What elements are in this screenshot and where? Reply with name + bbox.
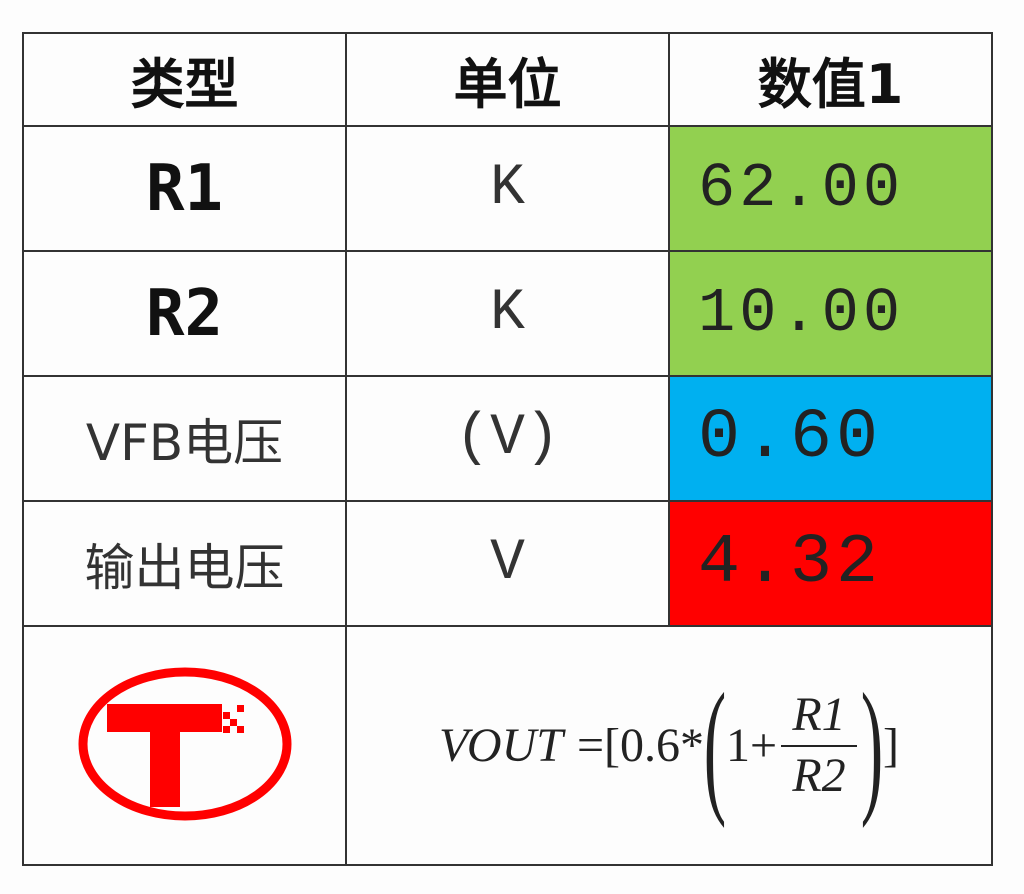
resistor-calculator-table: 类型 单位 数值1 R1 K 62.00 R2 K 10.00 VFB电压 (V… [22, 32, 993, 866]
fraction: R1 R2 [781, 688, 858, 802]
unit-cell: (V) [345, 375, 670, 502]
header-value: 数值1 [668, 32, 993, 127]
header-unit: 单位 [345, 32, 670, 127]
table-row: R2 K 10.00 [22, 250, 993, 377]
vout-formula: VOUT =[0.6* ( 1+ R1 R2 ) ] [439, 671, 899, 821]
footer-row: VOUT =[0.6* ( 1+ R1 R2 ) ] [22, 625, 993, 866]
table-row: VFB电压 (V) 0.60 [22, 375, 993, 502]
right-paren: ) [860, 662, 884, 829]
header-type: 类型 [22, 32, 347, 127]
type-cell: VFB电压 [22, 375, 347, 502]
value-cell[interactable]: 0.60 [668, 375, 993, 502]
table-row: R1 K 62.00 [22, 125, 993, 252]
unit-cell: V [345, 500, 670, 627]
formula-one-plus: 1+ [725, 719, 778, 772]
fraction-bar [781, 744, 858, 747]
formula-close: ] [882, 719, 899, 772]
unit-cell: K [345, 125, 670, 252]
type-cell: 输出电压 [22, 500, 347, 627]
table-row: 输出电压 V 4.32 [22, 500, 993, 627]
t-logo-icon [78, 667, 291, 820]
numerator: R1 [792, 688, 846, 742]
left-paren: ( [703, 662, 727, 829]
value-cell[interactable]: 4.32 [668, 500, 993, 627]
formula-eq: =[0.6* [576, 719, 704, 772]
unit-cell: K [345, 250, 670, 377]
logo-cell [22, 625, 347, 866]
type-cell: R2 [22, 250, 347, 377]
formula-lhs: VOUT [439, 719, 563, 772]
denominator: R2 [792, 748, 846, 802]
formula-cell: VOUT =[0.6* ( 1+ R1 R2 ) ] [345, 625, 993, 866]
value-cell[interactable]: 10.00 [668, 250, 993, 377]
type-cell: R1 [22, 125, 347, 252]
header-row: 类型 单位 数值1 [22, 32, 993, 127]
value-cell[interactable]: 62.00 [668, 125, 993, 252]
